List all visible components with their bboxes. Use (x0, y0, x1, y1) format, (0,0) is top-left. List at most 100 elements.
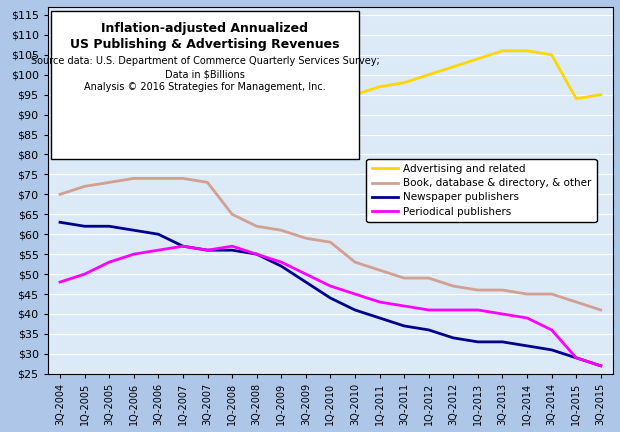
Book, database & directory, & other (597, 308, 604, 313)
Periodical publishers (548, 327, 556, 333)
Newspaper publishers (425, 327, 432, 333)
Line: Newspaper publishers: Newspaper publishers (60, 222, 601, 366)
Book, database & directory, & other (498, 287, 506, 292)
Newspaper publishers (376, 315, 383, 321)
Advertising and related (352, 92, 359, 97)
Newspaper publishers (179, 244, 187, 249)
Newspaper publishers (228, 248, 236, 253)
Text: Data in $Billions: Data in $Billions (165, 69, 245, 79)
Advertising and related (56, 132, 64, 137)
Book, database & directory, & other (474, 287, 482, 292)
Advertising and related (302, 136, 309, 141)
Advertising and related (105, 140, 113, 145)
Periodical publishers (425, 308, 432, 313)
Book, database & directory, & other (154, 176, 162, 181)
Book, database & directory, & other (352, 260, 359, 265)
Periodical publishers (523, 315, 531, 321)
Newspaper publishers (302, 280, 309, 285)
Advertising and related (523, 48, 531, 54)
Advertising and related (204, 120, 211, 125)
Newspaper publishers (56, 219, 64, 225)
Advertising and related (572, 96, 580, 101)
Periodical publishers (179, 244, 187, 249)
Advertising and related (81, 136, 88, 141)
Advertising and related (401, 80, 408, 85)
Line: Book, database & directory, & other: Book, database & directory, & other (60, 178, 601, 310)
Advertising and related (130, 140, 138, 145)
Advertising and related (450, 64, 457, 70)
Text: US Publishing & Advertising Revenues: US Publishing & Advertising Revenues (70, 38, 340, 51)
Newspaper publishers (450, 335, 457, 340)
Periodical publishers (154, 248, 162, 253)
Periodical publishers (401, 303, 408, 308)
Book, database & directory, & other (204, 180, 211, 185)
Periodical publishers (302, 271, 309, 276)
Newspaper publishers (327, 295, 334, 301)
Newspaper publishers (597, 363, 604, 368)
Text: Source data: U.S. Department of Commerce Quarterly Services Survey;: Source data: U.S. Department of Commerce… (30, 56, 379, 66)
Periodical publishers (572, 355, 580, 360)
Advertising and related (179, 128, 187, 133)
FancyBboxPatch shape (51, 11, 358, 159)
Periodical publishers (376, 299, 383, 305)
Newspaper publishers (474, 339, 482, 344)
Advertising and related (278, 152, 285, 157)
Advertising and related (376, 84, 383, 89)
Newspaper publishers (253, 251, 260, 257)
Periodical publishers (81, 271, 88, 276)
Periodical publishers (204, 248, 211, 253)
Newspaper publishers (130, 228, 138, 233)
Book, database & directory, & other (56, 192, 64, 197)
Periodical publishers (228, 244, 236, 249)
Newspaper publishers (81, 224, 88, 229)
Newspaper publishers (572, 355, 580, 360)
Legend: Advertising and related, Book, database & directory, & other, Newspaper publishe: Advertising and related, Book, database … (366, 159, 596, 222)
Periodical publishers (450, 308, 457, 313)
Periodical publishers (130, 251, 138, 257)
Book, database & directory, & other (376, 267, 383, 273)
Book, database & directory, & other (81, 184, 88, 189)
Book, database & directory, & other (523, 292, 531, 297)
Book, database & directory, & other (228, 212, 236, 217)
Periodical publishers (253, 251, 260, 257)
Advertising and related (228, 108, 236, 113)
Newspaper publishers (352, 308, 359, 313)
Text: Inflation-adjusted Annualized: Inflation-adjusted Annualized (102, 22, 308, 35)
Periodical publishers (105, 260, 113, 265)
Advertising and related (474, 56, 482, 61)
Advertising and related (154, 136, 162, 141)
Book, database & directory, & other (548, 292, 556, 297)
Book, database & directory, & other (179, 176, 187, 181)
Book, database & directory, & other (401, 276, 408, 281)
Line: Advertising and related: Advertising and related (60, 51, 601, 155)
Book, database & directory, & other (425, 276, 432, 281)
Periodical publishers (56, 280, 64, 285)
Book, database & directory, & other (278, 228, 285, 233)
Newspaper publishers (401, 323, 408, 328)
Newspaper publishers (523, 343, 531, 349)
Newspaper publishers (498, 339, 506, 344)
Advertising and related (253, 136, 260, 141)
Book, database & directory, & other (253, 224, 260, 229)
Advertising and related (548, 52, 556, 57)
Text: Analysis © 2016 Strategies for Management, Inc.: Analysis © 2016 Strategies for Managemen… (84, 82, 326, 92)
Advertising and related (327, 100, 334, 105)
Periodical publishers (597, 363, 604, 368)
Book, database & directory, & other (450, 283, 457, 289)
Advertising and related (425, 72, 432, 77)
Newspaper publishers (105, 224, 113, 229)
Advertising and related (498, 48, 506, 54)
Book, database & directory, & other (302, 235, 309, 241)
Book, database & directory, & other (327, 240, 334, 245)
Periodical publishers (352, 292, 359, 297)
Newspaper publishers (154, 232, 162, 237)
Line: Periodical publishers: Periodical publishers (60, 246, 601, 366)
Periodical publishers (327, 283, 334, 289)
Advertising and related (597, 92, 604, 97)
Book, database & directory, & other (105, 180, 113, 185)
Periodical publishers (474, 308, 482, 313)
Periodical publishers (498, 311, 506, 317)
Periodical publishers (278, 260, 285, 265)
Book, database & directory, & other (572, 299, 580, 305)
Newspaper publishers (278, 264, 285, 269)
